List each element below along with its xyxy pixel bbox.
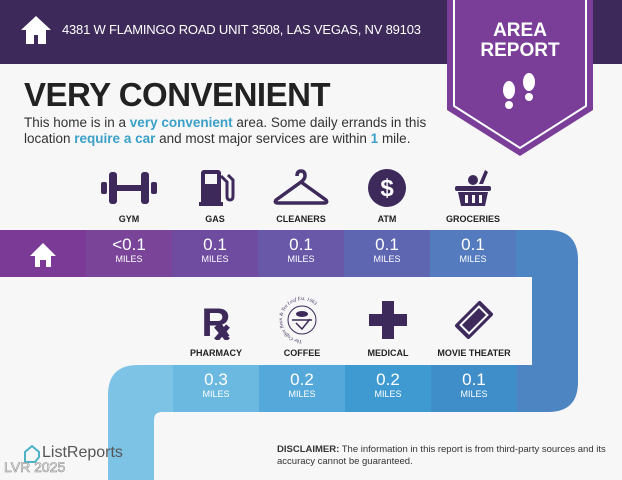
description-line2: location require a car and most major se… bbox=[24, 131, 411, 146]
dumbbell-icon bbox=[101, 172, 157, 204]
disclaimer: DISCLAIMER: The information in this repo… bbox=[277, 444, 606, 467]
hanger-icon bbox=[273, 169, 329, 205]
distance-cleaners: 0.1 MILES bbox=[287, 235, 315, 265]
label-pharmacy: PHARMACY bbox=[189, 348, 242, 358]
gas-pump-icon bbox=[199, 170, 235, 206]
rx-icon: R bbox=[202, 301, 231, 340]
badge-line1: AREA bbox=[493, 20, 547, 41]
label-groceries: GROCERIES bbox=[445, 214, 500, 224]
dollar-icon: $ bbox=[368, 169, 406, 207]
footprints-icon bbox=[503, 73, 535, 109]
label-cleaners: CLEANERS bbox=[276, 214, 326, 224]
label-gym: GYM bbox=[118, 214, 140, 224]
label-atm: ATM bbox=[377, 214, 397, 224]
distance-atm: 0.1 MILES bbox=[373, 235, 401, 265]
svg-text:R: R bbox=[202, 301, 231, 340]
distance-gas: 0.1 MILES bbox=[201, 235, 229, 265]
address: 4381 W FLAMINGO ROAD UNIT 3508, LAS VEGA… bbox=[62, 22, 421, 37]
listreports-logo: ListReports bbox=[42, 444, 123, 461]
label-medical: MEDICAL bbox=[367, 348, 409, 358]
label-coffee: COFFEE bbox=[283, 348, 321, 358]
basket-icon bbox=[455, 170, 491, 206]
distance-pharmacy: 0.3 MILES bbox=[202, 370, 230, 400]
badge-line2: REPORT bbox=[480, 40, 560, 61]
home-icon bbox=[21, 16, 51, 44]
label-gas: GAS bbox=[205, 214, 225, 224]
area-report-badge bbox=[447, 0, 593, 156]
page-title: VERY CONVENIENT bbox=[24, 76, 331, 113]
home-marker-icon bbox=[30, 243, 56, 267]
listreports-logo-icon bbox=[24, 445, 40, 463]
distance-coffee: 0.2 MILES bbox=[288, 370, 316, 400]
distance-medical: 0.2 MILES bbox=[374, 370, 402, 400]
medical-cross-icon bbox=[369, 301, 407, 339]
label-movie-theater: MOVIE THEATER bbox=[437, 348, 511, 358]
description-line1: This home is in a very convenient area. … bbox=[24, 115, 427, 130]
coffee-logo-icon: The Coffee Bean & Tea Leaf Est. 1963 bbox=[279, 297, 318, 343]
watermark: LVR 2025 bbox=[4, 459, 66, 476]
distance-groceries: 0.1 MILES bbox=[459, 235, 487, 265]
svg-text:$: $ bbox=[380, 175, 394, 202]
distance-gym: <0.1 MILES bbox=[112, 235, 146, 265]
distance-movie-theater: 0.1 MILES bbox=[460, 370, 488, 400]
ticket-icon bbox=[455, 301, 493, 339]
